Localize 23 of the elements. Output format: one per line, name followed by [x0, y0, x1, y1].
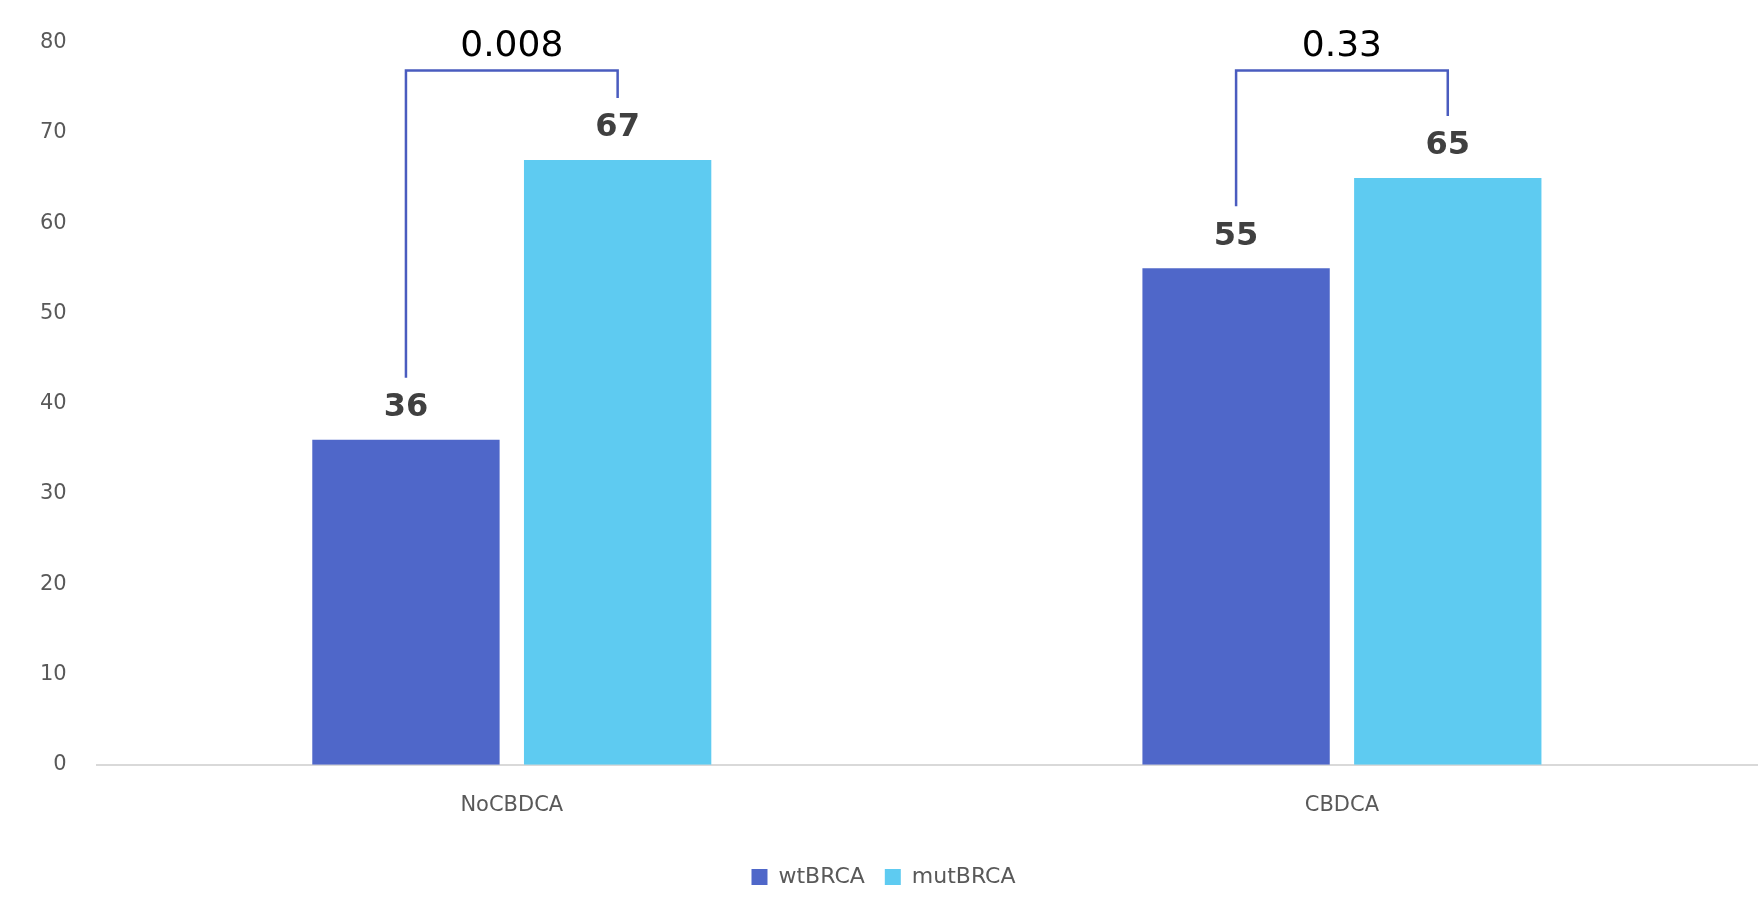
data-label: 65: [1425, 124, 1471, 163]
y-tick-label: 50: [39, 299, 67, 324]
bar: [1142, 268, 1330, 765]
y-tick-label: 30: [39, 480, 67, 505]
annotation: 0.008: [460, 22, 564, 64]
y-tick-label: 80: [39, 29, 67, 54]
x-tick-label: NoCBDCA: [460, 791, 564, 816]
x-tick-label: CBDCA: [1304, 791, 1380, 816]
data-label: 36: [383, 386, 429, 425]
y-tick-label: 70: [39, 119, 67, 144]
annotation: 0.33: [1301, 22, 1383, 64]
bar: [312, 439, 500, 765]
legend-label: mutBRCA: [911, 862, 1016, 888]
bar: [523, 159, 712, 765]
bar: [1354, 178, 1542, 765]
y-tick-label: 20: [39, 570, 67, 595]
data-label: 55: [1213, 214, 1259, 253]
y-tick-label: 60: [39, 209, 67, 234]
legend-label: wtBRCA: [778, 862, 865, 888]
data-label: 67: [595, 106, 640, 145]
y-tick-label: 40: [39, 390, 67, 415]
y-tick-label: 10: [39, 660, 67, 685]
y-tick-label: 0: [53, 751, 67, 776]
